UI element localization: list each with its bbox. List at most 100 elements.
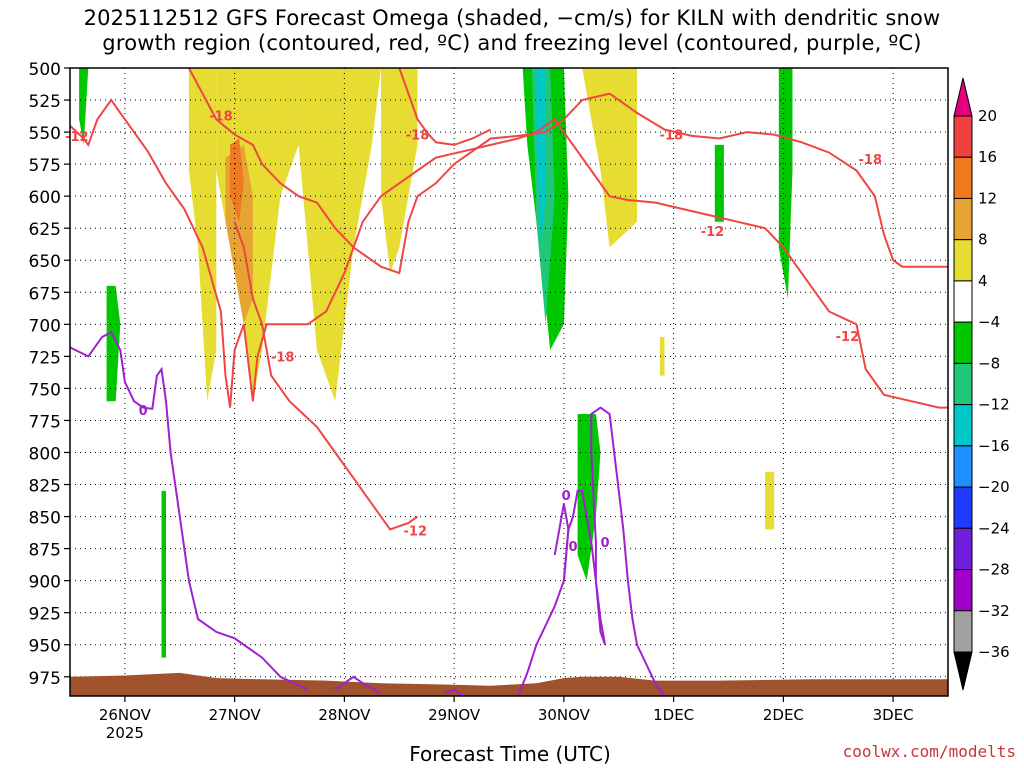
color-bar: 20 16 12 8 4 −4 −8 −12 −16 −20 −24 −28 −32 −36 (953, 77, 1010, 691)
colorbar-box (953, 486, 973, 529)
y-tick-label: 850 (29, 509, 61, 529)
colorbar-tick-label: −36 (978, 643, 1010, 661)
omega-lift-4-8 (765, 471, 775, 530)
colorbar-tick-label: −28 (978, 561, 1010, 579)
plot-frame (69, 67, 949, 697)
freezing-level-contour-line (70, 330, 309, 691)
x-tick-label: 26NOV (99, 706, 152, 724)
y-tick-label: 625 (29, 220, 61, 240)
freezing-level-contour-line (444, 688, 464, 696)
colorbar-box (953, 569, 973, 612)
dendritic-contour-line (70, 98, 948, 409)
freezing-contour-label: 0 (139, 404, 148, 419)
colorbar-box (953, 610, 973, 653)
omega-lift-4-8 (381, 68, 418, 274)
dendritic-contour-line (188, 68, 948, 275)
freezing-level-contour-line (334, 675, 382, 695)
freezing-contour-label: 0 (568, 540, 577, 555)
colorbar-tick-label: −16 (978, 437, 1010, 455)
omega-lift-4-8 (298, 68, 381, 402)
y-axis: 500 525 550 575 600 625 650 675 700 725 750 775 800 8… (29, 60, 70, 689)
freezing-contour-label: 0 (562, 489, 571, 504)
dendritic-contour-label: -12 (836, 330, 860, 345)
x-tick-label: 28NOV (318, 706, 371, 724)
colorbar-tick-label: −24 (978, 519, 1010, 537)
colorbar-box (953, 362, 973, 406)
y-tick-label: 900 (29, 573, 61, 593)
colorbar-tick-label: −12 (978, 396, 1010, 414)
colorbar-box (953, 115, 973, 158)
y-tick-label: 975 (29, 669, 61, 689)
colorbar-tick-label: 4 (978, 272, 988, 290)
colorbar-tick-label: 8 (978, 231, 988, 249)
y-tick-label: 700 (29, 316, 61, 336)
x-tick-label: 27NOV (209, 706, 262, 724)
chart-title-line-2: growth region (contoured, red, ºC) and f… (102, 31, 922, 55)
y-tick-label: 600 (29, 188, 61, 208)
colorbar-tick-label: −32 (978, 602, 1010, 620)
dendritic-contour-label: -18 (660, 129, 684, 144)
omega-lift-4-8 (188, 68, 217, 402)
colorbar-box (953, 280, 973, 323)
omega-lift-12-16 (230, 138, 244, 222)
omega-sink-4-8 (714, 144, 724, 222)
x-tick-label: 1DEC (653, 706, 694, 724)
omega-sink-4-8 (106, 285, 121, 402)
colorbar-top-triangle (953, 77, 973, 117)
y-tick-label: 950 (29, 637, 61, 657)
omega-sink-4-8 (79, 68, 89, 145)
dendritic-contour-label: -18 (859, 153, 883, 168)
x-tick-label: 2DEC (763, 706, 804, 724)
freezing-level-contours (70, 330, 666, 696)
dendritic-contour-label: -18 (271, 350, 295, 365)
y-tick-label: 500 (29, 60, 61, 80)
dendritic-contour-label: -12 (404, 525, 428, 540)
colorbar-tick-label: 12 (978, 189, 997, 207)
colorbar-box (953, 156, 973, 199)
x-tick-label: 30NOV (538, 706, 591, 724)
y-tick-label: 525 (29, 92, 61, 112)
plot-area (70, 68, 948, 696)
terrain-layer (70, 672, 948, 696)
colorbar-box (953, 445, 973, 488)
freezing-contour-label: 0 (601, 536, 610, 551)
colorbar-bottom-triangle (953, 651, 973, 691)
contour-labels: -12 -18 -18 -18 -12 -18 -12 -18 -12 0 0 0 0 (65, 109, 882, 555)
y-tick-label: 925 (29, 605, 61, 625)
x-tick-label: 29NOV (428, 706, 481, 724)
y-tick-label: 825 (29, 477, 61, 497)
y-tick-label: 800 (29, 444, 61, 464)
x-tick-label: 3DEC (873, 706, 914, 724)
y-tick-label: 750 (29, 380, 61, 400)
y-tick-label: 650 (29, 252, 61, 272)
colorbar-box (953, 321, 973, 364)
omega-sink-4-8 (778, 68, 793, 299)
colorbar-tick-label: −20 (978, 478, 1010, 496)
omega-shading-layer (79, 68, 793, 658)
credit-link[interactable]: coolwx.com/modelts (842, 742, 1016, 761)
dendritic-contours (70, 68, 948, 531)
freezing-level-contour-line (553, 503, 570, 581)
colorbar-box (953, 404, 973, 447)
terrain-fill (70, 672, 948, 696)
omega-sink-4-8 (577, 414, 601, 581)
omega-sink-12-16 (536, 68, 546, 248)
dendritic-contour-line (398, 68, 492, 146)
omega-lift-4-8 (659, 337, 665, 376)
y-tick-label: 725 (29, 348, 61, 368)
dendritic-contour-label: -18 (406, 129, 430, 144)
chart-title-line-1: 2025112512 GFS Forecast Omega (shaded, −… (83, 6, 941, 30)
dendritic-contour-label: -12 (65, 130, 89, 145)
colorbar-box (953, 527, 973, 571)
y-tick-label: 575 (29, 156, 61, 176)
y-tick-label: 875 (29, 541, 61, 561)
colorbar-box (953, 197, 973, 241)
colorbar-tick-label: −8 (978, 354, 1000, 372)
dendritic-contour-line (233, 221, 419, 531)
colorbar-tick-label: −4 (978, 313, 1000, 331)
x-axis-label: Forecast Time (UTC) (409, 742, 611, 766)
y-tick-label: 675 (29, 284, 61, 304)
